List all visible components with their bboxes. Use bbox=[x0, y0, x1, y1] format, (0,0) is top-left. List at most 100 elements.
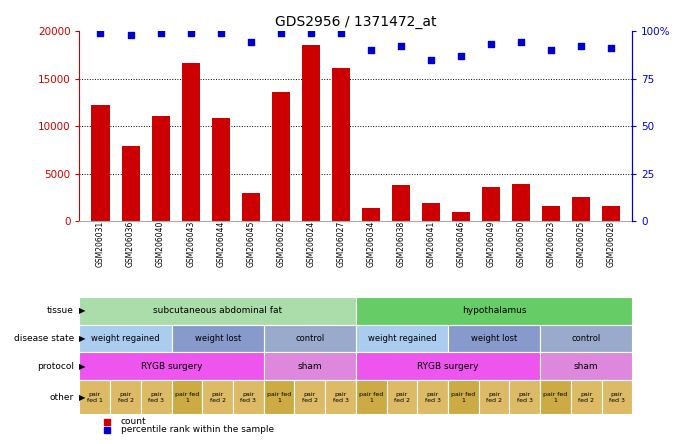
Bar bbox=[392, 185, 410, 221]
FancyBboxPatch shape bbox=[79, 352, 264, 380]
FancyBboxPatch shape bbox=[141, 380, 171, 414]
Point bbox=[546, 47, 557, 54]
FancyBboxPatch shape bbox=[79, 325, 171, 352]
Point bbox=[455, 52, 466, 59]
Point bbox=[275, 29, 286, 36]
Point bbox=[515, 39, 527, 46]
Bar bbox=[422, 203, 440, 221]
FancyBboxPatch shape bbox=[233, 380, 264, 414]
Text: GSM206027: GSM206027 bbox=[337, 221, 346, 267]
Text: sham: sham bbox=[574, 361, 598, 371]
Text: pair
fed 2: pair fed 2 bbox=[578, 392, 594, 403]
Text: weight regained: weight regained bbox=[368, 334, 436, 343]
Point bbox=[185, 29, 196, 36]
Text: RYGB surgery: RYGB surgery bbox=[417, 361, 479, 371]
Text: pair fed
1: pair fed 1 bbox=[543, 392, 567, 403]
Text: pair
fed 2: pair fed 2 bbox=[486, 392, 502, 403]
FancyBboxPatch shape bbox=[171, 325, 264, 352]
Text: GSM206040: GSM206040 bbox=[156, 221, 165, 267]
Text: pair
fed 3: pair fed 3 bbox=[240, 392, 256, 403]
Text: pair
fed 2: pair fed 2 bbox=[394, 392, 410, 403]
Text: pair
fed 3: pair fed 3 bbox=[149, 392, 164, 403]
Text: ▶: ▶ bbox=[79, 392, 85, 402]
Text: pair
fed 1: pair fed 1 bbox=[87, 392, 103, 403]
Bar bbox=[332, 68, 350, 221]
Bar bbox=[272, 92, 290, 221]
Text: control: control bbox=[571, 334, 600, 343]
Bar bbox=[151, 115, 169, 221]
Text: GSM206028: GSM206028 bbox=[607, 221, 616, 267]
Text: sham: sham bbox=[298, 361, 322, 371]
Text: pair fed
1: pair fed 1 bbox=[359, 392, 384, 403]
Text: GSM206050: GSM206050 bbox=[517, 221, 526, 267]
Point bbox=[606, 45, 617, 52]
Text: pair
fed 2: pair fed 2 bbox=[209, 392, 226, 403]
Text: weight regained: weight regained bbox=[91, 334, 160, 343]
Bar bbox=[302, 45, 320, 221]
Bar bbox=[122, 146, 140, 221]
FancyBboxPatch shape bbox=[540, 380, 571, 414]
Point bbox=[245, 39, 256, 46]
Text: other: other bbox=[50, 392, 74, 402]
Text: disease state: disease state bbox=[14, 334, 74, 343]
Text: pair
fed 3: pair fed 3 bbox=[517, 392, 533, 403]
Text: GSM206031: GSM206031 bbox=[96, 221, 105, 267]
Text: weight lost: weight lost bbox=[471, 334, 517, 343]
Text: ▶: ▶ bbox=[79, 361, 85, 371]
Point bbox=[155, 29, 166, 36]
Point bbox=[486, 41, 497, 48]
FancyBboxPatch shape bbox=[540, 325, 632, 352]
Bar bbox=[91, 105, 109, 221]
Text: GSM206022: GSM206022 bbox=[276, 221, 285, 267]
Point bbox=[335, 29, 346, 36]
Text: GSM206023: GSM206023 bbox=[547, 221, 556, 267]
Text: GSM206034: GSM206034 bbox=[366, 221, 375, 267]
Point bbox=[125, 32, 136, 39]
Text: pair fed
1: pair fed 1 bbox=[267, 392, 291, 403]
Text: pair fed
1: pair fed 1 bbox=[175, 392, 199, 403]
Point bbox=[215, 29, 226, 36]
Text: tissue: tissue bbox=[47, 306, 74, 315]
Text: GSM206024: GSM206024 bbox=[306, 221, 315, 267]
Text: count: count bbox=[121, 417, 146, 426]
Text: GSM206038: GSM206038 bbox=[397, 221, 406, 267]
Text: pair
fed 3: pair fed 3 bbox=[609, 392, 625, 403]
Text: GSM206043: GSM206043 bbox=[186, 221, 195, 267]
FancyBboxPatch shape bbox=[509, 380, 540, 414]
Point bbox=[576, 43, 587, 50]
Point bbox=[95, 29, 106, 36]
Text: hypothalamus: hypothalamus bbox=[462, 306, 527, 315]
Bar bbox=[242, 194, 260, 221]
Point bbox=[395, 43, 406, 50]
Text: ▶: ▶ bbox=[79, 306, 85, 315]
Point bbox=[305, 29, 316, 36]
FancyBboxPatch shape bbox=[356, 380, 386, 414]
Text: subcutaneous abdominal fat: subcutaneous abdominal fat bbox=[153, 306, 282, 315]
Title: GDS2956 / 1371472_at: GDS2956 / 1371472_at bbox=[275, 15, 437, 29]
Text: GSM206036: GSM206036 bbox=[126, 221, 135, 267]
Text: control: control bbox=[295, 334, 324, 343]
FancyBboxPatch shape bbox=[417, 380, 448, 414]
Text: ▶: ▶ bbox=[79, 334, 85, 343]
FancyBboxPatch shape bbox=[479, 380, 509, 414]
Text: GSM206045: GSM206045 bbox=[246, 221, 255, 267]
Text: pair
fed 2: pair fed 2 bbox=[117, 392, 133, 403]
FancyBboxPatch shape bbox=[294, 380, 325, 414]
FancyBboxPatch shape bbox=[110, 380, 141, 414]
Text: GSM206025: GSM206025 bbox=[577, 221, 586, 267]
FancyBboxPatch shape bbox=[602, 380, 632, 414]
FancyBboxPatch shape bbox=[264, 325, 356, 352]
FancyBboxPatch shape bbox=[540, 352, 632, 380]
FancyBboxPatch shape bbox=[264, 352, 356, 380]
FancyBboxPatch shape bbox=[79, 380, 110, 414]
Text: pair
fed 3: pair fed 3 bbox=[425, 392, 441, 403]
Text: pair
fed 3: pair fed 3 bbox=[332, 392, 348, 403]
Text: pair
fed 2: pair fed 2 bbox=[302, 392, 318, 403]
Bar bbox=[452, 211, 470, 221]
Point bbox=[426, 56, 437, 63]
Text: GSM206041: GSM206041 bbox=[426, 221, 435, 267]
FancyBboxPatch shape bbox=[202, 380, 233, 414]
Bar bbox=[512, 184, 530, 221]
Text: GSM206049: GSM206049 bbox=[486, 221, 495, 267]
FancyBboxPatch shape bbox=[571, 380, 602, 414]
